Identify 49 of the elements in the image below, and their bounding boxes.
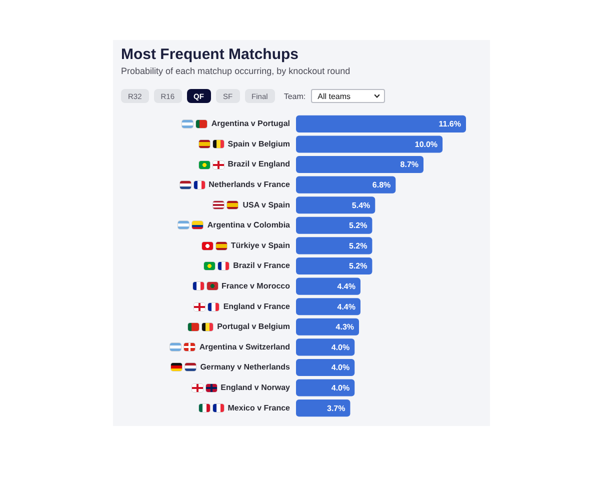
bar: [296, 318, 360, 336]
bar: [296, 176, 396, 194]
bar: [296, 379, 355, 396]
data-label: 10.0%: [414, 140, 438, 149]
data-label: 11.6%: [438, 120, 461, 129]
chart-subtitle: Probability of each matchup occurring, by knockout round: [121, 66, 350, 76]
y-tick-label: Argentina v Colombia: [207, 220, 291, 230]
bar: [296, 216, 372, 234]
data-label: 4.0%: [331, 342, 350, 352]
y-tick-label: Argentina v Portugal: [211, 119, 290, 128]
y-tick-label: England v Norway: [220, 382, 291, 392]
bar: [296, 115, 466, 132]
y-tick-label: France v Morocco: [222, 281, 290, 290]
y-tick-label: Türkiye v Spain: [230, 240, 290, 250]
y-tick-label: Mexico v France: [228, 403, 291, 412]
y-tick-label: USA v Spain: [242, 200, 290, 210]
data-label: 5.4%: [352, 200, 370, 210]
y-tick-label: Argentina v Switzerland: [199, 342, 290, 352]
y-tick-label: England v France: [223, 302, 291, 311]
field-label: Team:: [284, 92, 306, 100]
bar: [296, 278, 360, 295]
y-tick-label: Germany v Netherlands: [200, 362, 291, 372]
bar: [296, 257, 372, 275]
bar: [296, 298, 360, 316]
chart-title: Most Frequent Matchups: [121, 46, 299, 63]
data-label: 6.8%: [372, 180, 391, 190]
bar: [296, 196, 376, 214]
dropdown: All teams: [310, 89, 385, 103]
bar: [296, 237, 372, 254]
bar: [296, 136, 443, 153]
data-label: 4.0%: [331, 383, 350, 392]
bar: [296, 156, 424, 174]
data-label: 4.4%: [337, 282, 356, 291]
bar: [296, 338, 355, 356]
y-tick-label: Spain v Belgium: [228, 139, 290, 148]
data-label: 5.2%: [348, 221, 368, 230]
data-label: 4.0%: [331, 363, 350, 372]
data-label: 3.7%: [326, 404, 346, 413]
data-label: 5.2%: [348, 241, 368, 250]
y-tick-label: Brazil v England: [228, 160, 290, 169]
bar: [296, 358, 355, 376]
bar: [296, 400, 350, 417]
y-tick-label: Netherlands v France: [208, 180, 291, 190]
data-label: 8.7%: [400, 160, 418, 170]
y-tick-label: Portugal v Belgium: [217, 322, 290, 332]
data-label: 5.2%: [348, 262, 368, 271]
data-label: 4.3%: [336, 322, 354, 332]
data-label: 4.4%: [337, 302, 356, 312]
y-tick-label: Brazil v France: [233, 261, 291, 270]
